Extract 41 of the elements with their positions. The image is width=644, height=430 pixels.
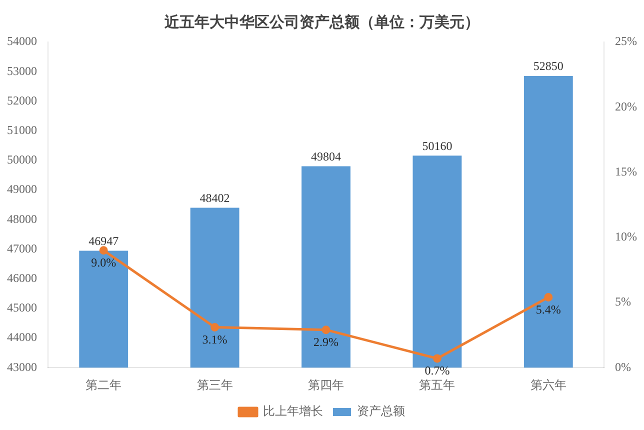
y-tick-label: 49000 bbox=[7, 182, 37, 196]
data-label: 49804 bbox=[311, 149, 341, 164]
x-tick-label: 第六年 bbox=[530, 378, 566, 392]
y-tick-label: 46000 bbox=[7, 270, 37, 285]
x-tick-label: 第四年 bbox=[308, 378, 344, 392]
legend-label: 比上年增长 bbox=[263, 404, 323, 418]
data-label: 2.9% bbox=[314, 334, 338, 349]
data-label: 52850 bbox=[533, 59, 564, 74]
y2-tick-label: 5% bbox=[615, 294, 632, 309]
y2-tick-label: 25% bbox=[615, 34, 638, 48]
y2-tick-label: 15% bbox=[615, 164, 638, 178]
y2-tick-label: 10% bbox=[615, 230, 638, 244]
data-label: 50160 bbox=[422, 138, 452, 153]
x-tick-label: 第三年 bbox=[196, 378, 233, 392]
data-label: 5.4% bbox=[536, 302, 561, 316]
y-tick-label: 53000 bbox=[7, 64, 37, 78]
y-tick-label: 51000 bbox=[7, 122, 37, 137]
point bbox=[99, 246, 108, 255]
point bbox=[432, 354, 442, 363]
y-tick-label: 50000 bbox=[7, 152, 37, 167]
x-tick-label: 第二年 bbox=[86, 378, 122, 392]
y-tick-label: 45000 bbox=[7, 300, 37, 315]
point bbox=[322, 326, 330, 334]
y-tick-label: 48000 bbox=[7, 212, 37, 226]
data-label: 9.0% bbox=[91, 256, 116, 270]
y-tick-label: 54000 bbox=[7, 34, 37, 48]
y-tick-label: 52000 bbox=[7, 93, 37, 108]
y-tick-label: 47000 bbox=[7, 241, 37, 256]
chart-title: 近五年大中华区公司资产总额（单位：万美元） bbox=[164, 12, 480, 31]
legend-label: 资产总额 bbox=[357, 404, 405, 418]
data-label: 3.1% bbox=[202, 332, 228, 346]
y2-tick-label: 20% bbox=[615, 99, 638, 114]
point bbox=[210, 322, 220, 332]
x-tick-label: 第五年 bbox=[419, 378, 456, 392]
data-label: 0.7% bbox=[424, 364, 450, 378]
data-label: 46947 bbox=[88, 234, 119, 248]
y-tick-label: 44000 bbox=[7, 330, 37, 344]
y2-tick-label: 0% bbox=[615, 360, 632, 374]
point bbox=[544, 293, 553, 302]
data-label: 48402 bbox=[200, 190, 230, 205]
y-tick-label: 43000 bbox=[7, 360, 37, 374]
